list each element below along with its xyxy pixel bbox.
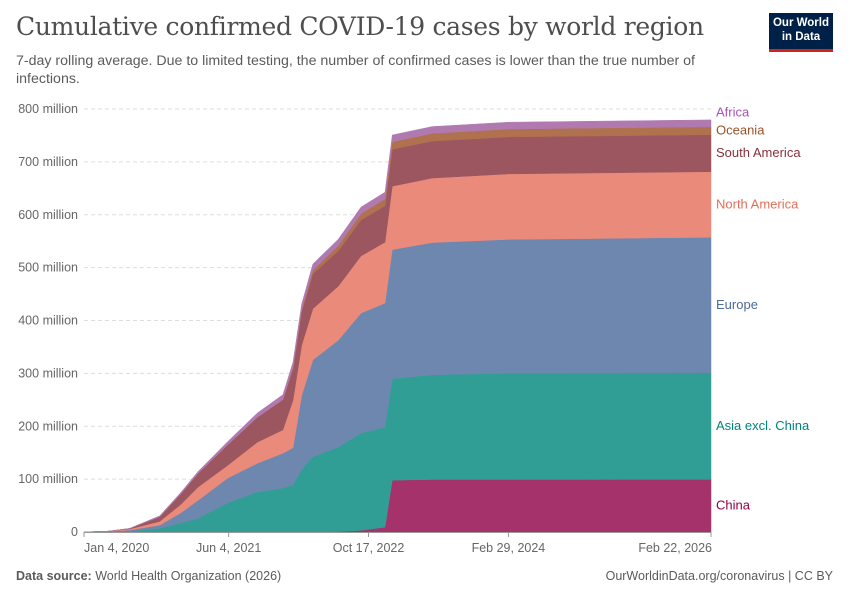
- y-tick-label: 100 million: [18, 472, 78, 486]
- x-tick-label: Jan 4, 2020: [84, 541, 149, 555]
- chart-subtitle: 7-day rolling average. Due to limited te…: [16, 53, 695, 87]
- data-source: Data source: World Health Organization (…: [16, 569, 281, 583]
- y-tick-label: 800 million: [18, 102, 78, 116]
- owid-logo[interactable]: Our World in Data: [769, 13, 833, 52]
- series-label-north-america: North America: [716, 196, 799, 211]
- area-africa: [83, 119, 712, 533]
- x-tick-label: Jun 4, 2021: [196, 541, 261, 555]
- chart-title: Cumulative confirmed COVID-19 cases by w…: [16, 12, 704, 41]
- series-label-oceania: Oceania: [716, 123, 765, 138]
- series-label-europe: Europe: [716, 297, 758, 312]
- x-tick-label: Feb 22, 2026: [638, 541, 712, 555]
- y-tick-label: 0: [71, 525, 78, 539]
- y-tick-label: 400 million: [18, 314, 78, 328]
- y-tick-label: 600 million: [18, 208, 78, 222]
- series-label-asia-excl-china: Asia excl. China: [716, 418, 810, 433]
- source-value: World Health Organization (2026): [95, 569, 282, 583]
- y-tick-label: 500 million: [18, 261, 78, 275]
- y-tick-label: 200 million: [18, 419, 78, 433]
- y-tick-label: 700 million: [18, 155, 78, 169]
- footer-link[interactable]: OurWorldinData.org/coronavirus | CC BY: [605, 569, 833, 583]
- source-label: Data source:: [16, 569, 92, 583]
- x-tick-label: Feb 29, 2024: [472, 541, 546, 555]
- y-tick-label: 300 million: [18, 366, 78, 380]
- series-label-china: China: [716, 498, 751, 513]
- series-label-south-america: South America: [716, 145, 801, 160]
- x-tick-label: Oct 17, 2022: [333, 541, 405, 555]
- series-label-africa: Africa: [716, 105, 750, 120]
